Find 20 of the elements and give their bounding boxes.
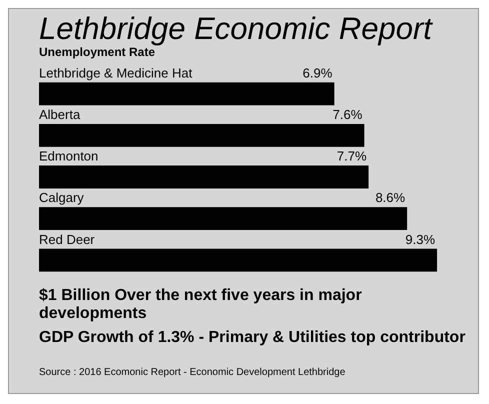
- bar: [39, 207, 408, 230]
- y-tick-label: Alberta: [39, 107, 81, 122]
- y-tick-label: Red Deer: [39, 232, 96, 247]
- data-label: 8.6%: [375, 190, 406, 206]
- chart-title: Lethbridge Economic Report: [39, 11, 434, 46]
- y-tick-label: Lethbridge & Medicine Hat: [39, 65, 193, 80]
- bar: [39, 166, 369, 188]
- y-tick-label: Calgary: [39, 190, 84, 206]
- data-label: 6.9%: [302, 65, 333, 80]
- bar: [39, 248, 438, 272]
- bar: [39, 124, 364, 147]
- chart-subtitle: Unemployment Rate: [39, 45, 156, 59]
- data-label: 9.3%: [405, 232, 436, 247]
- text: $1 Billion Over the next five years in major developments: [39, 287, 363, 323]
- source-note: Source : 2016 Ecomonic Report - Economic Development Lethbridge: [39, 367, 346, 378]
- data-label: 7.6%: [332, 107, 363, 122]
- bar: [39, 82, 334, 106]
- text: GDP Growth of 1.3% - Primary & Utilities top contributor: [39, 329, 466, 347]
- y-tick-label: Edmonton: [39, 148, 98, 164]
- data-label: 7.7%: [336, 148, 367, 164]
